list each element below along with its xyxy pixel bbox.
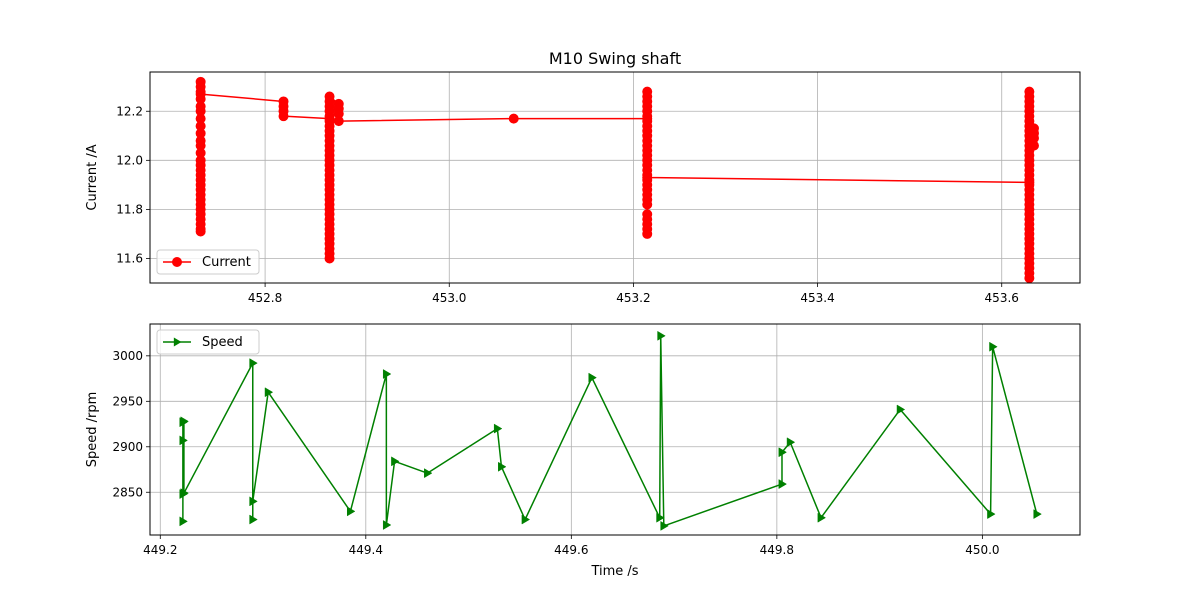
speed-x-tick-label: 449.6 <box>554 543 588 557</box>
current-x-tick-label: 453.2 <box>616 291 650 305</box>
current-data-point <box>508 113 519 124</box>
speed-data-point <box>382 369 392 379</box>
current-y-tick-label: 11.6 <box>116 251 143 265</box>
speed-data-point <box>1033 509 1042 520</box>
current-x-tick-label: 453.0 <box>432 291 466 305</box>
speed-data-point <box>660 520 669 531</box>
current-y-axis-label: Current /A <box>85 144 100 210</box>
current-data-point <box>642 172 653 183</box>
speed-data-point <box>249 358 258 369</box>
speed-x-tick-label: 449.2 <box>143 543 177 557</box>
current-data-point <box>642 209 653 220</box>
current-legend-box <box>156 249 260 275</box>
speed-data-point <box>989 341 998 352</box>
speed-data-point <box>817 512 827 523</box>
speed-data-point <box>493 423 503 434</box>
current-data-point <box>1028 140 1039 151</box>
current-ticks: 452.8 453.0 453.2 453.4 453.6 11.6 11.8 12.0 12.… <box>116 104 1019 305</box>
speed-y-tick-label: 2950 <box>112 394 143 408</box>
current-legend: Current <box>156 249 260 275</box>
speed-data-point <box>346 506 356 517</box>
current-legend-marker <box>172 257 182 267</box>
speed-data-point <box>656 512 665 523</box>
speed-data-point <box>778 447 787 458</box>
speed-data-point <box>249 514 258 525</box>
current-chart: 452.8 453.0 453.2 453.4 453.6 11.6 11.8 12.0 12.… <box>85 49 1081 305</box>
speed-data-point <box>987 509 996 520</box>
current-data-point <box>278 111 289 122</box>
speed-data-point <box>498 461 507 472</box>
speed-y-axis-label: Speed /rpm <box>85 392 100 468</box>
speed-legend: Speed <box>156 329 260 355</box>
current-x-tick-label: 453.4 <box>800 291 834 305</box>
speed-data-point <box>180 416 189 427</box>
speed-data-point <box>521 514 531 525</box>
speed-data-point <box>179 435 188 446</box>
speed-data-point <box>264 387 274 398</box>
speed-data-point <box>391 456 400 467</box>
current-x-tick-label: 453.6 <box>985 291 1019 305</box>
speed-x-tick-label: 449.4 <box>349 543 383 557</box>
speed-y-tick-label: 3000 <box>112 349 143 363</box>
speed-data-point <box>588 372 597 383</box>
speed-x-tick-label: 450.0 <box>965 543 999 557</box>
current-data-point <box>195 76 206 87</box>
speed-y-tick-label: 2900 <box>112 440 143 454</box>
current-y-tick-label: 11.8 <box>116 202 143 216</box>
speed-data-point <box>424 468 433 479</box>
current-x-tick-label: 452.8 <box>248 291 282 305</box>
current-data-point <box>195 89 206 100</box>
speed-data-point <box>778 479 787 490</box>
speed-x-tick-label: 449.8 <box>760 543 794 557</box>
speed-data-point <box>786 437 796 448</box>
speed-legend-box <box>156 329 260 355</box>
speed-series-line <box>182 335 1038 527</box>
speed-data-point <box>382 520 392 530</box>
current-legend-label: Current <box>202 255 251 270</box>
speed-legend-label: Speed <box>202 335 243 350</box>
speed-data-point <box>249 496 258 507</box>
current-data-point <box>642 86 653 97</box>
current-data-point <box>324 91 335 102</box>
current-chart-title: M10 Swing shaft <box>549 49 681 68</box>
speed-y-tick-label: 2850 <box>112 485 143 499</box>
speed-ticks: 449.2 449.4 449.6 449.8 450.0 2850 2900 2950 300… <box>112 349 999 557</box>
current-data-point <box>1024 86 1035 97</box>
speed-chart: 449.2 449.4 449.6 449.8 450.0 2850 2900 2950 300… <box>85 323 1081 579</box>
current-data-point <box>333 116 344 127</box>
speed-data-point <box>180 488 189 499</box>
current-y-tick-label: 12.0 <box>116 153 143 167</box>
speed-x-axis-label: Time /s <box>590 564 638 579</box>
speed-series-layer <box>179 330 1042 531</box>
current-plot-frame <box>149 71 1081 284</box>
speed-data-point <box>896 404 906 415</box>
speed-legend-marker <box>173 337 182 347</box>
speed-plot-frame <box>149 323 1081 536</box>
speed-data-point <box>657 330 666 341</box>
current-y-tick-label: 12.2 <box>116 104 143 118</box>
current-series-layer <box>195 76 1039 284</box>
speed-data-point <box>179 516 188 527</box>
current-grid <box>150 72 1080 283</box>
